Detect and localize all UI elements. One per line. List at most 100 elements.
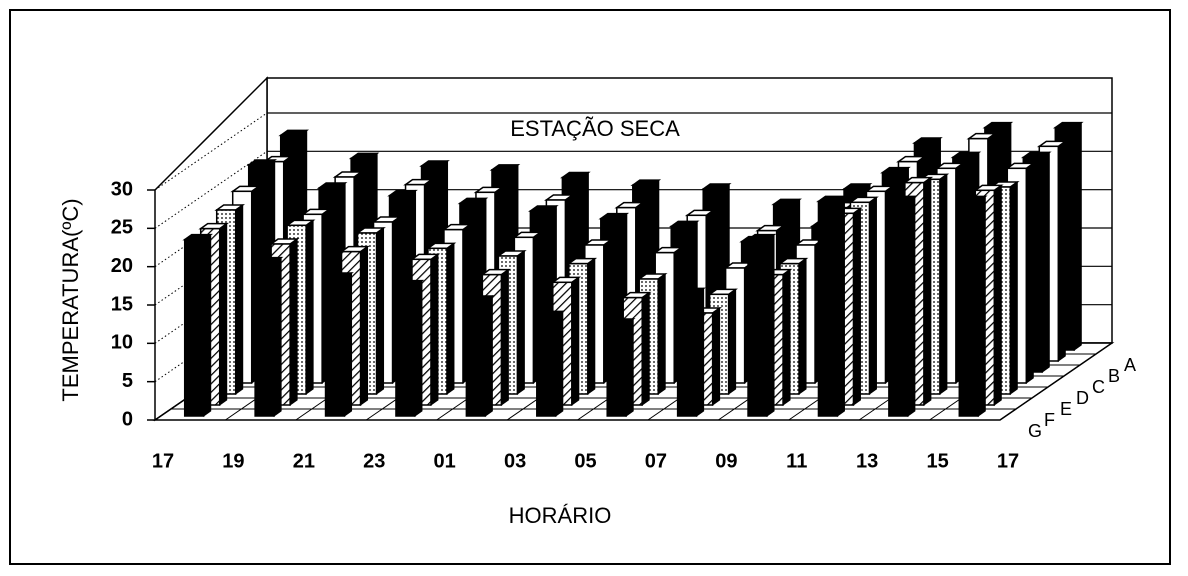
bar-front — [817, 200, 839, 417]
bar-side — [500, 268, 509, 406]
y-tick-label: 10 — [111, 332, 133, 354]
bar-side — [625, 318, 634, 417]
bar — [393, 279, 425, 417]
bar — [745, 233, 777, 417]
bar-side — [641, 291, 650, 406]
x-tick-label: 03 — [504, 450, 526, 472]
bar — [816, 195, 847, 417]
bar-front — [183, 238, 205, 417]
bar-side — [923, 176, 932, 406]
y-tick-label: 15 — [111, 293, 133, 315]
bar-side — [1041, 151, 1050, 373]
x-tick-label: 23 — [363, 450, 385, 472]
bar-side — [376, 227, 385, 395]
bar — [956, 195, 988, 417]
bar-side — [836, 195, 845, 417]
y-tick-label: 30 — [111, 178, 133, 200]
bar — [604, 318, 636, 417]
bar-side — [235, 204, 244, 395]
legend-label: D — [1076, 388, 1089, 408]
bar-front — [536, 315, 557, 417]
bar-side — [555, 310, 564, 417]
x-tick-label: 09 — [715, 450, 737, 472]
bar-side — [587, 257, 596, 395]
chart-title: ESTAÇÃO SECA — [510, 116, 680, 141]
bar-side — [907, 195, 916, 417]
bar-front — [324, 277, 346, 417]
grid-line — [154, 112, 268, 191]
x-tick-label: 01 — [434, 450, 456, 472]
bar — [886, 195, 918, 417]
bar-side — [798, 257, 807, 395]
bar-side — [696, 287, 705, 417]
bar-side — [1057, 140, 1066, 362]
bar-front — [606, 323, 627, 417]
bar-side — [203, 233, 212, 417]
frame — [9, 9, 1171, 565]
bar-side — [344, 272, 353, 417]
bar-side — [993, 184, 1002, 406]
y-tick-label: 5 — [122, 370, 133, 392]
bar — [182, 233, 214, 417]
bar-side — [516, 250, 525, 395]
bar — [675, 287, 706, 417]
bar-side — [446, 242, 455, 395]
legend-label: G — [1028, 421, 1042, 441]
bar-front — [465, 300, 487, 417]
y-tick-label: 0 — [122, 408, 133, 430]
bar-side — [852, 207, 861, 406]
bar-side — [289, 238, 298, 406]
bar-side — [712, 307, 721, 406]
bar-side — [1025, 162, 1034, 384]
legend-label: A — [1124, 355, 1136, 375]
bars — [182, 121, 1084, 417]
bar-side — [414, 279, 423, 417]
bar-side — [939, 173, 948, 395]
x-tick-label: 19 — [222, 450, 244, 472]
bar-front — [958, 200, 980, 417]
bar — [464, 295, 495, 417]
legend-label: B — [1108, 366, 1120, 386]
y-tick-label: 25 — [111, 217, 133, 239]
bar-front — [747, 238, 768, 417]
bar-side — [977, 195, 986, 417]
x-tick-label: 07 — [645, 450, 667, 472]
bar-side — [1073, 121, 1082, 351]
legend-label: C — [1092, 377, 1105, 397]
x-tick-label: 13 — [856, 450, 878, 472]
bar-side — [273, 256, 282, 417]
bar — [534, 310, 566, 417]
bar-front — [676, 292, 698, 417]
bar-side — [657, 273, 666, 395]
bar — [323, 272, 354, 417]
y-axis-label: TEMPERATURA(ºC) — [58, 198, 83, 401]
bar-side — [728, 288, 737, 395]
x-tick-label: 11 — [786, 450, 807, 472]
x-tick-label: 05 — [574, 450, 596, 472]
bar-side — [1009, 181, 1018, 395]
x-tick-label: 21 — [293, 450, 315, 472]
bar-front — [395, 284, 416, 417]
bar-front — [254, 261, 275, 417]
x-tick-label: 17 — [152, 450, 174, 472]
bar-side — [766, 233, 775, 417]
x-axis-label: HORÁRIO — [509, 503, 612, 528]
bar — [252, 256, 284, 417]
bar-side — [430, 253, 439, 406]
bar-front — [888, 200, 909, 417]
x-tick-label: 17 — [997, 450, 1019, 472]
bar-side — [868, 196, 877, 395]
bar-side — [782, 268, 791, 406]
floor-line — [999, 342, 1113, 421]
bar-side — [219, 222, 228, 406]
bar-side — [571, 276, 580, 406]
bar-side — [360, 245, 369, 406]
bar-side — [305, 219, 314, 395]
x-tick-label: 15 — [926, 450, 948, 472]
legend-label: F — [1044, 410, 1055, 430]
legend-label: E — [1060, 399, 1072, 419]
grid-line — [154, 150, 268, 229]
bar-side — [484, 295, 493, 417]
y-tick-label: 20 — [111, 255, 133, 277]
